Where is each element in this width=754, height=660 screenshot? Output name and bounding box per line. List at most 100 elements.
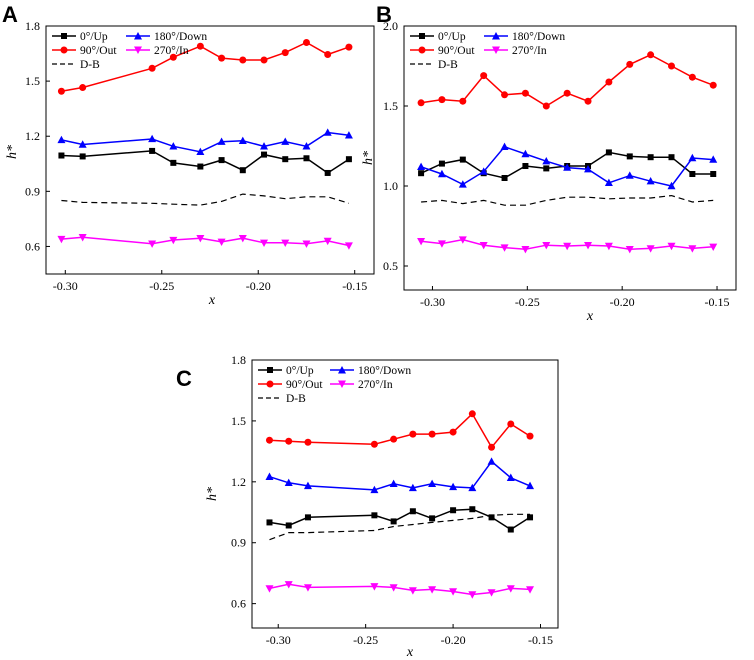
data-point-out (302, 39, 310, 47)
x-axis-label: x (208, 293, 216, 308)
data-point-out (196, 42, 204, 50)
data-point-out (260, 56, 268, 64)
x-tick-label: -0.15 (342, 279, 367, 293)
data-point-in (479, 242, 488, 250)
data-point-out (626, 60, 634, 68)
data-point-out (428, 430, 436, 438)
data-point-in (709, 243, 718, 251)
data-point-out (563, 89, 571, 97)
x-tick-label: -0.20 (246, 279, 271, 293)
data-point-in (646, 245, 655, 253)
data-point-up (488, 514, 495, 521)
data-point-up (507, 526, 514, 533)
data-point-up (345, 156, 352, 163)
data-point-down (148, 134, 157, 143)
legend-marker-down (134, 32, 142, 40)
series-line-db (421, 194, 714, 206)
data-point-in (604, 242, 613, 251)
data-point-down (260, 142, 269, 150)
data-point-out (285, 437, 293, 445)
data-point-down (526, 481, 535, 490)
data-point-out (438, 96, 446, 104)
plot-area (57, 39, 353, 250)
data-point-down (479, 167, 488, 175)
legend-item-db: D-B (258, 393, 306, 405)
plot-frame (403, 25, 737, 291)
legend-item-down: 180°/Down (126, 31, 207, 43)
legend-item-in: 270°/In (484, 45, 547, 57)
data-point-out (79, 84, 87, 92)
x-tick-label: -0.20 (610, 295, 635, 309)
data-point-in (500, 244, 509, 252)
data-point-down (468, 483, 477, 492)
data-point-in (370, 583, 379, 591)
legend-marker-in (492, 46, 500, 54)
data-point-in (303, 584, 312, 592)
data-point-down (370, 485, 379, 494)
data-point-up (543, 165, 550, 172)
data-point-up (266, 519, 273, 526)
data-point-up (409, 508, 416, 515)
legend-item-up: 0°/Up (258, 365, 314, 377)
legend-marker-out (418, 46, 426, 54)
x-axis: -0.30 -0.25 -0.20 -0.15 (53, 270, 367, 293)
legend-item-in: 270°/In (330, 379, 393, 391)
data-point-down (78, 140, 87, 148)
data-point-in (542, 242, 551, 250)
y-axis: 0.6 0.9 1.2 1.5 1.8 (231, 353, 256, 611)
data-point-out (605, 78, 613, 86)
x-tick-label: -0.30 (53, 279, 78, 293)
data-point-up (149, 147, 156, 154)
data-point-up (261, 151, 268, 158)
data-point-up (689, 171, 696, 177)
data-point-out (324, 50, 332, 58)
x-tick-label: -0.25 (149, 279, 174, 293)
y-tick-label: 1.5 (231, 414, 246, 428)
legend-item-db: D-B (52, 59, 100, 71)
data-point-down (521, 149, 530, 158)
legend-item-up: 0°/Up (52, 31, 108, 43)
data-point-out (709, 81, 717, 89)
data-point-out (468, 410, 476, 418)
data-point-down (169, 142, 178, 150)
data-point-in (344, 242, 353, 250)
data-point-up (304, 514, 311, 521)
data-point-out (521, 89, 529, 97)
y-tick-label: 1.0 (383, 179, 398, 193)
data-point-out (265, 436, 273, 444)
data-point-in (281, 239, 290, 247)
data-point-up (324, 169, 331, 176)
data-point-down (389, 479, 398, 488)
series-line-db (61, 193, 350, 206)
data-point-down (281, 137, 290, 145)
legend-marker-out (266, 380, 274, 388)
series-line-out (61, 41, 350, 92)
y-tick-label: 1.2 (25, 129, 40, 143)
data-point-up (371, 512, 378, 519)
data-point-up (668, 154, 675, 161)
data-point-out (57, 87, 65, 95)
x-axis-label: x (586, 309, 594, 324)
legend-item-db: D-B (410, 59, 458, 71)
legend-item-in: 270°/In (126, 45, 189, 57)
data-point-in (468, 591, 477, 599)
y-tick-label: 0.6 (231, 597, 246, 611)
series-line-out (420, 53, 714, 107)
legend-item-down: 180°/Down (484, 31, 565, 43)
data-point-in (238, 234, 247, 243)
data-point-in (148, 240, 157, 248)
plot-area (417, 51, 718, 254)
data-point-up (390, 518, 397, 525)
data-point-down (646, 177, 655, 185)
data-point-in (625, 246, 634, 254)
data-point-up (218, 157, 225, 164)
data-point-down (196, 147, 205, 156)
data-point-out (542, 102, 550, 110)
x-axis: -0.30 -0.25 -0.20 -0.15 (420, 286, 730, 309)
data-point-in (428, 586, 437, 594)
data-point-out (390, 435, 398, 443)
data-point-out (459, 97, 467, 105)
data-point-out (239, 56, 247, 64)
y-axis-label: h* (361, 151, 376, 165)
x-tick-label: -0.15 (705, 295, 730, 309)
